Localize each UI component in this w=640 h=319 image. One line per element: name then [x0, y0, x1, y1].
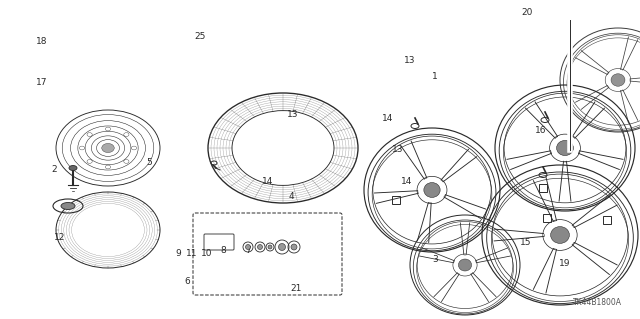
Text: 7: 7	[246, 246, 251, 255]
Text: 1: 1	[433, 72, 438, 81]
Circle shape	[268, 245, 272, 249]
Text: 8: 8	[221, 246, 226, 255]
Ellipse shape	[557, 140, 573, 156]
Bar	[392, 196, 400, 204]
Bar	[539, 184, 547, 192]
Text: 4: 4	[289, 192, 294, 201]
Text: 21: 21	[290, 284, 301, 293]
Circle shape	[257, 244, 262, 249]
Bar	[603, 216, 611, 224]
Text: TK44B1800A: TK44B1800A	[573, 298, 622, 307]
Text: 17: 17	[36, 78, 47, 87]
Text: 5: 5	[147, 158, 152, 167]
Circle shape	[278, 243, 285, 250]
Ellipse shape	[69, 166, 77, 170]
Text: 19: 19	[559, 259, 570, 268]
Text: 2: 2	[52, 165, 57, 174]
Text: 15: 15	[520, 238, 532, 247]
Text: 6: 6	[185, 277, 190, 286]
Bar	[543, 214, 551, 222]
Ellipse shape	[424, 182, 440, 197]
Text: 13: 13	[392, 145, 404, 154]
Text: 12: 12	[54, 233, 65, 242]
Text: 14: 14	[401, 177, 413, 186]
Text: 14: 14	[262, 177, 273, 186]
Text: 10: 10	[201, 249, 212, 258]
Text: 13: 13	[287, 110, 298, 119]
Text: 13: 13	[404, 56, 415, 65]
Text: 11: 11	[186, 249, 198, 258]
Text: 20: 20	[521, 8, 532, 17]
Text: 9: 9	[175, 249, 180, 258]
Text: 19: 19	[559, 145, 570, 154]
Circle shape	[246, 244, 250, 249]
Ellipse shape	[550, 226, 570, 243]
Text: 16: 16	[535, 126, 547, 135]
Ellipse shape	[611, 74, 625, 86]
Text: 25: 25	[195, 32, 206, 41]
Text: 14: 14	[381, 114, 393, 122]
Ellipse shape	[61, 203, 75, 210]
Text: 3: 3	[433, 256, 438, 264]
Ellipse shape	[102, 144, 115, 152]
Ellipse shape	[458, 259, 472, 271]
Text: 18: 18	[36, 37, 47, 46]
Circle shape	[291, 244, 297, 250]
